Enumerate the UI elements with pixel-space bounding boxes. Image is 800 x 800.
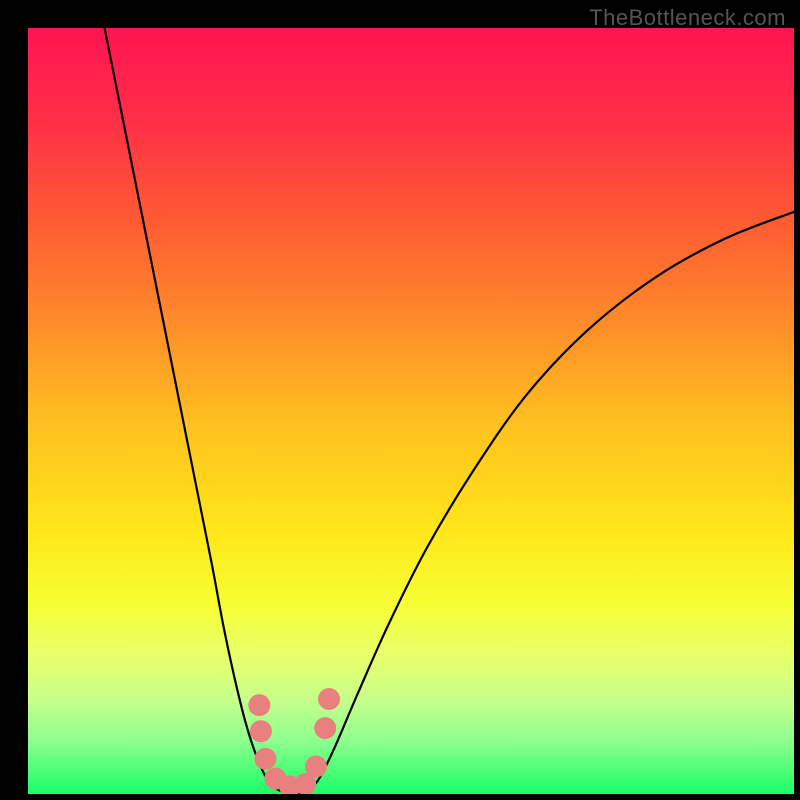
marker-dot: [250, 720, 272, 742]
marker-dot: [318, 688, 340, 710]
marker-dot: [305, 755, 327, 777]
bottleneck-curve-left: [105, 28, 297, 794]
marker-dot: [254, 748, 276, 770]
marker-dot: [248, 694, 270, 716]
marker-dot: [314, 717, 336, 739]
marker-group: [248, 688, 340, 794]
watermark-text: TheBottleneck.com: [589, 5, 786, 31]
chart-stage: TheBottleneck.com: [0, 0, 800, 800]
bottleneck-curve-right: [296, 212, 794, 794]
curve-layer: [28, 28, 794, 794]
plot-area: [28, 28, 794, 794]
